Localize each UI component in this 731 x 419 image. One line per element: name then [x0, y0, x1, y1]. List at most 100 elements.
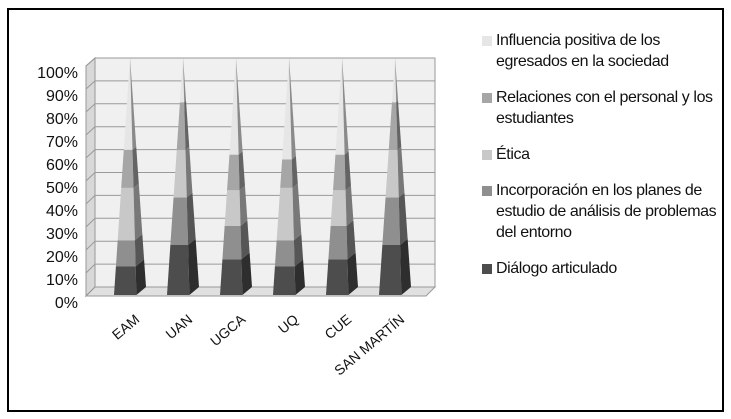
- side-face: [398, 192, 408, 246]
- pyramid-segment: [330, 185, 354, 226]
- x-tick-label: UQ: [275, 311, 301, 337]
- front-face: [326, 259, 349, 295]
- grid-line: [85, 240, 435, 251]
- front-face: [273, 266, 296, 295]
- front-face: [220, 259, 243, 295]
- front-face: [224, 190, 241, 226]
- side-face: [184, 100, 190, 150]
- pyramid-segment: [220, 252, 252, 295]
- grid-line: [85, 149, 435, 159]
- pyramid-segment: [335, 57, 349, 155]
- front-face: [333, 154, 346, 191]
- legend-label: Ética: [496, 146, 530, 163]
- legend-item: Incorporación en los planes de estudio d…: [482, 180, 718, 243]
- legend-item: Ética: [482, 144, 718, 165]
- front-face: [114, 266, 137, 295]
- legend-swatch: [482, 150, 492, 160]
- front-face: [229, 57, 239, 155]
- grid-line: [85, 80, 435, 90]
- pyramid-segment: [123, 57, 137, 150]
- pyramid-segment: [121, 146, 139, 188]
- legend-item: Relaciones con el personal y los estudia…: [482, 87, 718, 129]
- side-face: [291, 155, 298, 188]
- grid-line: [85, 57, 435, 67]
- front-face: [117, 187, 135, 241]
- y-tick-label: 80%: [46, 111, 78, 128]
- side-face: [289, 57, 296, 160]
- legend-label: Relaciones con el personal y los estudia…: [496, 89, 713, 127]
- legend-swatch: [482, 186, 492, 196]
- front-face: [391, 57, 397, 103]
- side-face: [185, 146, 193, 198]
- grid-line: [85, 263, 435, 274]
- side-face: [397, 146, 405, 198]
- pyramid-segment: [326, 252, 358, 295]
- front-face: [388, 102, 398, 150]
- front-face: [385, 149, 399, 198]
- side-face: [292, 183, 302, 241]
- legend: Influencia positiva de los egresados en …: [482, 30, 718, 294]
- y-tick-label: 60%: [46, 157, 78, 174]
- legend-swatch: [482, 36, 492, 46]
- pyramid-segment: [391, 57, 399, 103]
- pyramid-segment: [276, 183, 302, 241]
- front-face: [330, 190, 347, 226]
- y-tick-label: 20%: [46, 249, 78, 266]
- pyramid-segment: [273, 259, 305, 295]
- front-face: [167, 245, 190, 295]
- pyramid-segment: [224, 185, 248, 226]
- pyramid-segment: [282, 57, 296, 160]
- pyramid-segment: [333, 151, 351, 191]
- front-face: [282, 57, 292, 160]
- front-face: [123, 57, 133, 150]
- pyramid-segment: [385, 146, 405, 198]
- x-tick-label: CUE: [321, 311, 354, 342]
- side-face: [183, 57, 187, 103]
- y-tick-label: 30%: [46, 226, 78, 243]
- y-tick-label: 50%: [46, 180, 78, 197]
- y-tick-label: 40%: [46, 203, 78, 220]
- x-tick-label: EAM: [109, 311, 143, 343]
- pyramid-segment: [167, 238, 199, 295]
- x-tick-label: UGCA: [207, 310, 249, 349]
- legend-swatch: [482, 93, 492, 103]
- pyramid-segment: [115, 234, 145, 267]
- pyramid-segment: [117, 183, 143, 241]
- front-face: [335, 57, 345, 155]
- side-face: [236, 57, 243, 155]
- front-face: [121, 149, 134, 188]
- y-tick-label: 100%: [37, 65, 78, 82]
- legend-label: Diálogo articulado: [496, 260, 617, 277]
- front-face: [170, 197, 189, 246]
- legend-swatch: [482, 264, 492, 274]
- front-face: [280, 159, 293, 188]
- side-face: [240, 220, 250, 260]
- legend-label: Incorporación en los planes de estudio d…: [496, 182, 717, 241]
- pyramid-segment: [170, 192, 196, 246]
- pyramid-segment: [222, 220, 250, 260]
- side-face: [346, 220, 356, 260]
- side-face: [396, 100, 402, 150]
- grid-line: [85, 103, 435, 113]
- pyramid-segment: [229, 57, 243, 155]
- grid-line: [85, 126, 435, 136]
- front-face: [222, 225, 242, 260]
- front-face: [173, 149, 187, 198]
- front-face: [328, 225, 348, 260]
- side-face: [294, 259, 305, 295]
- grid-line: [85, 172, 435, 182]
- side-face: [342, 57, 349, 155]
- side-face: [186, 192, 196, 246]
- pyramid-segment: [227, 151, 245, 191]
- legend-item: Diálogo articulado: [482, 258, 718, 279]
- side-face: [395, 57, 399, 103]
- front-face: [176, 102, 186, 150]
- side-face: [132, 146, 139, 188]
- side-face: [133, 183, 143, 241]
- legend-item: Influencia positiva de los egresados en …: [482, 30, 718, 72]
- pyramid-segment: [176, 100, 190, 150]
- front-face: [115, 240, 136, 267]
- side-face: [345, 185, 354, 226]
- pyramid-segment: [114, 259, 146, 295]
